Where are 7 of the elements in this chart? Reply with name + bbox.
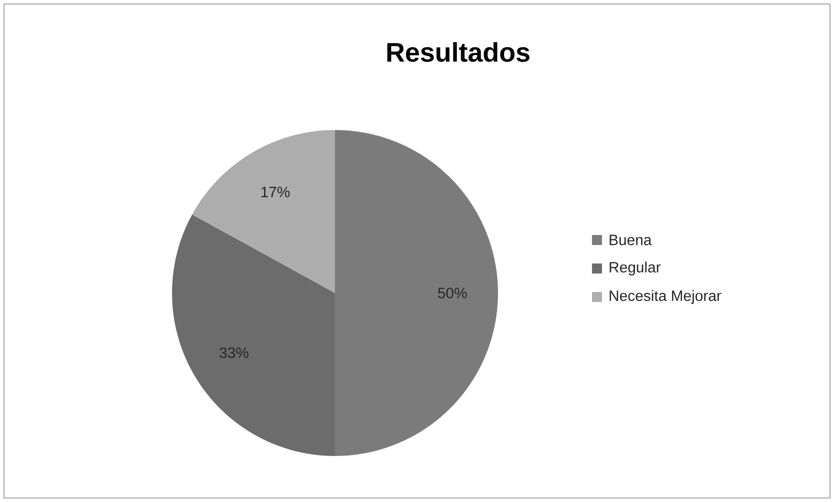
legend-label: Regular: [610, 262, 661, 276]
chart-title: Resultados: [387, 42, 530, 62]
legend-label: Necesita Mejorar: [610, 290, 722, 304]
legend-label: Buena: [610, 234, 652, 246]
data-label: 17%: [261, 186, 290, 198]
data-label: 50%: [438, 288, 467, 298]
data-label: 33%: [220, 347, 248, 358]
